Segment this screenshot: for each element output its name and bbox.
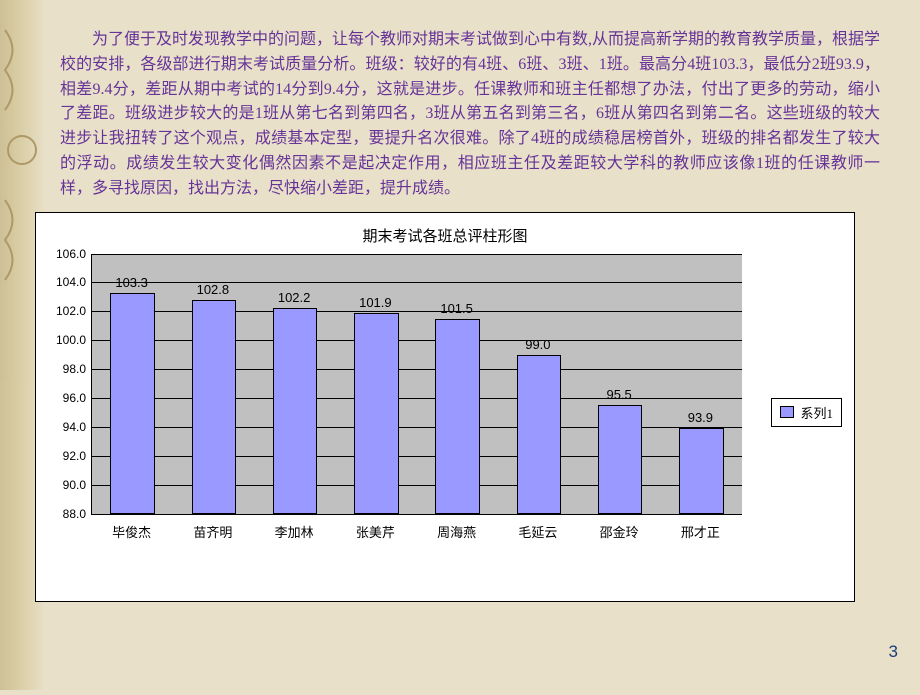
bar-value-label: 93.9 [660,410,740,425]
bar [273,308,318,513]
bar [110,293,155,514]
y-tick-label: 106.0 [41,247,86,261]
bar-value-label: 99.0 [498,337,578,352]
y-tick-label: 102.0 [41,304,86,318]
bar [354,313,399,514]
legend-swatch [780,406,794,418]
y-tick-label: 94.0 [41,420,86,434]
legend-label: 系列1 [800,403,833,422]
grid-line [92,427,742,428]
bar-value-label: 95.5 [579,387,659,402]
x-tick-label: 毕俊杰 [92,522,172,541]
grid-line [92,340,742,341]
y-tick-label: 88.0 [41,507,86,521]
bar-chart-container: 期末考试各班总评柱形图 88.090.092.094.096.098.0100.… [35,212,855,602]
bar [679,428,724,513]
bar [192,300,237,514]
grid-line [92,369,742,370]
bar-value-label: 101.5 [417,301,497,316]
x-tick-label: 邢才正 [660,522,740,541]
x-tick-label: 邵金玲 [579,522,659,541]
slide-content: 为了便于及时发现教学中的问题，让每个教师对期末考试做到心中有数,从而提高新学期的… [0,0,920,612]
x-tick-label: 李加林 [254,522,334,541]
grid-line [92,254,742,255]
bar-value-label: 102.2 [254,290,334,305]
bar [517,355,562,514]
analysis-paragraph: 为了便于及时发现教学中的问题，让每个教师对期末考试做到心中有数,从而提高新学期的… [60,28,880,202]
bar-value-label: 102.8 [173,282,253,297]
bar [435,319,480,514]
grid-line [92,456,742,457]
grid-line [92,485,742,486]
y-tick-label: 100.0 [41,333,86,347]
x-tick-label: 张美芹 [335,522,415,541]
y-tick-label: 90.0 [41,478,86,492]
y-tick-label: 96.0 [41,391,86,405]
x-tick-label: 毛延云 [498,522,578,541]
chart-legend: 系列1 [771,398,842,427]
chart-plot-area: 88.090.092.094.096.098.0100.0102.0104.01… [91,254,741,544]
page-number: 3 [889,642,898,662]
bar-value-label: 101.9 [335,295,415,310]
chart-title: 期末考试各班总评柱形图 [36,213,854,254]
x-tick-label: 周海燕 [417,522,497,541]
y-tick-label: 104.0 [41,275,86,289]
y-tick-label: 98.0 [41,362,86,376]
x-tick-label: 苗齐明 [173,522,253,541]
bar [598,405,643,513]
bar-value-label: 103.3 [92,275,172,290]
y-tick-label: 92.0 [41,449,86,463]
grid-line [92,514,742,515]
